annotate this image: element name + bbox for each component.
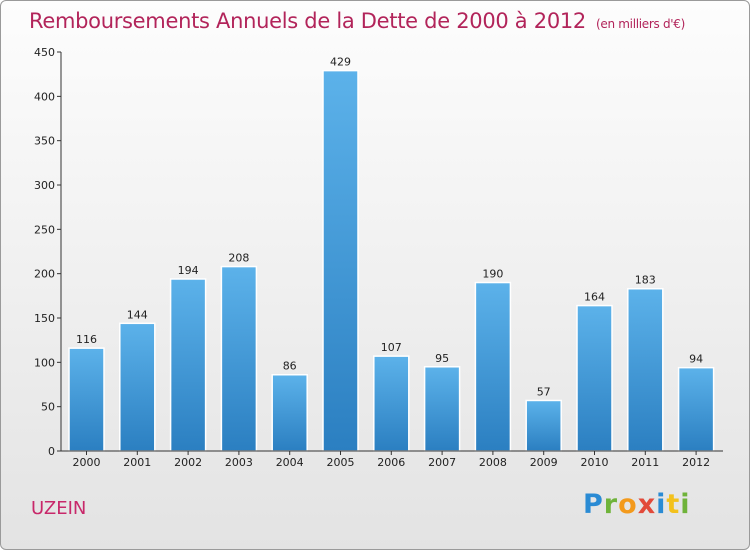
y-tick-label: 250 [34, 223, 55, 236]
x-tick-label: 2005 [327, 456, 355, 469]
x-tick-label: 2003 [225, 456, 253, 469]
logo-letter: i [680, 489, 691, 520]
labels-group: 116 144 194 208 86 429 107 95 190 57 164 183 94 [76, 56, 703, 399]
bar-value-label: 86 [283, 360, 297, 373]
bars-group [68, 69, 715, 452]
bar-value-label: 194 [178, 264, 199, 277]
chart-subtitle: (en milliers d'€) [596, 17, 686, 31]
chart-title: Remboursements Annuels de la Dette de 20… [29, 9, 685, 33]
y-tick-label: 450 [34, 46, 55, 59]
x-tick-label: 2006 [377, 456, 405, 469]
x-tick-label: 2001 [123, 456, 151, 469]
bar [169, 278, 207, 452]
logo-letter: r [603, 489, 619, 520]
logo-letter: P [583, 489, 604, 520]
bar [322, 69, 359, 452]
bar-value-label: 429 [330, 56, 351, 69]
bar-value-label: 116 [76, 333, 97, 346]
y-tick-label: 100 [34, 356, 55, 369]
commune-name: UZEIN [31, 498, 87, 519]
bar [220, 265, 258, 452]
bar-value-label: 144 [127, 308, 148, 321]
x-tick-label: 2002 [174, 456, 202, 469]
bar-value-label: 208 [228, 252, 249, 265]
bar [373, 355, 410, 452]
x-tick-label: 2007 [428, 456, 456, 469]
x-tick-label: 2008 [479, 456, 507, 469]
proxiti-logo: Proxiti [583, 489, 691, 520]
bar-value-label: 95 [435, 352, 449, 365]
bar-value-label: 94 [689, 353, 703, 366]
y-tick-label: 400 [34, 90, 55, 103]
bar-value-label: 57 [537, 385, 551, 398]
bar [68, 347, 105, 452]
bar-value-label: 164 [584, 291, 605, 304]
bar-value-label: 107 [381, 341, 402, 354]
y-tick-label: 350 [34, 135, 55, 148]
x-tick-label: 2011 [631, 456, 659, 469]
chart-title-text: Remboursements Annuels de la Dette de 20… [29, 9, 586, 33]
bar [576, 304, 613, 452]
bar [525, 399, 562, 452]
x-tick-label: 2009 [530, 456, 558, 469]
logo-letter: t [666, 489, 681, 520]
axes-group: 0 50 100 150 200 250 300 350 400 450 2000 2001 2002 2… [34, 46, 723, 469]
bar-value-label: 183 [635, 274, 656, 287]
x-tick-label: 2000 [73, 456, 101, 469]
logo-letter: x [637, 489, 657, 520]
x-tick-label: 2004 [276, 456, 304, 469]
bar-value-label: 190 [482, 268, 503, 281]
bar [677, 366, 715, 452]
logo-letter: o [618, 489, 638, 520]
x-tick-label: 2012 [682, 456, 710, 469]
bar [271, 373, 308, 452]
logo-letter: i [656, 489, 667, 520]
bar [474, 281, 512, 452]
y-tick-label: 0 [48, 445, 55, 458]
y-tick-label: 200 [34, 268, 55, 281]
bar [423, 366, 461, 452]
bar [119, 322, 156, 452]
bar [627, 287, 664, 452]
y-tick-label: 150 [34, 312, 55, 325]
y-tick-label: 50 [41, 401, 55, 414]
y-tick-label: 300 [34, 179, 55, 192]
x-tick-label: 2010 [581, 456, 609, 469]
